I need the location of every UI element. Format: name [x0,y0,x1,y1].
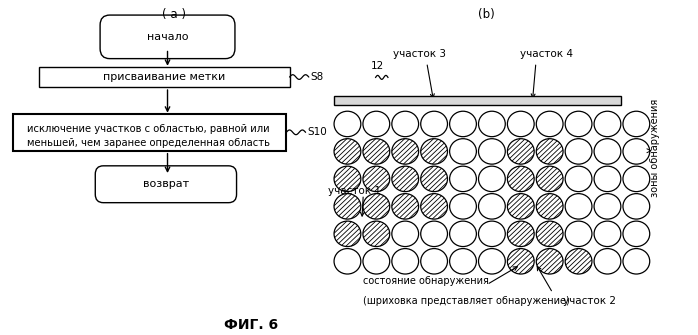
Text: участок 2: участок 2 [563,296,616,307]
Circle shape [479,249,505,274]
Circle shape [565,249,592,274]
Text: начало: начало [147,32,188,42]
Circle shape [421,139,447,164]
Text: участок 3: участок 3 [393,49,446,59]
Circle shape [334,249,361,274]
Circle shape [392,166,419,192]
Text: S10: S10 [307,127,327,137]
Circle shape [536,249,563,274]
Circle shape [594,139,621,164]
Circle shape [536,111,563,137]
Text: ( a ): ( a ) [162,8,186,21]
Circle shape [507,194,534,219]
Circle shape [392,221,419,247]
Circle shape [623,194,650,219]
Bar [13,114,286,151]
Circle shape [334,221,361,247]
Circle shape [363,139,389,164]
Circle shape [507,166,534,192]
Text: состояние обнаружения: состояние обнаружения [363,276,489,286]
Circle shape [421,194,447,219]
Circle shape [421,166,447,192]
Text: присваивание метки: присваивание метки [103,72,225,82]
Circle shape [507,139,534,164]
Circle shape [450,139,477,164]
Circle shape [450,221,477,247]
Circle shape [363,194,389,219]
Bar [334,96,621,105]
Circle shape [363,111,389,137]
Bar [39,67,290,87]
Circle shape [334,139,361,164]
Circle shape [479,111,505,137]
Circle shape [623,221,650,247]
Text: (b): (b) [478,8,495,21]
Circle shape [623,166,650,192]
Text: S8: S8 [311,72,324,82]
Text: меньшей, чем заранее определенная область: меньшей, чем заранее определенная област… [27,138,269,148]
Circle shape [565,221,592,247]
Circle shape [536,221,563,247]
Circle shape [623,249,650,274]
Circle shape [450,249,477,274]
Circle shape [536,194,563,219]
Circle shape [450,166,477,192]
Circle shape [623,111,650,137]
Circle shape [507,111,534,137]
Circle shape [594,111,621,137]
Circle shape [450,194,477,219]
Circle shape [565,111,592,137]
Circle shape [363,221,389,247]
Text: (шриховка представляет обнаружение): (шриховка представляет обнаружение) [363,296,570,307]
Circle shape [450,111,477,137]
Text: зоны обнаружения: зоны обнаружения [651,98,660,197]
Circle shape [334,194,361,219]
Circle shape [421,221,447,247]
Circle shape [392,111,419,137]
Text: ФИГ. 6: ФИГ. 6 [224,318,279,332]
Circle shape [536,166,563,192]
Text: участок 1: участок 1 [328,186,381,196]
Circle shape [479,139,505,164]
Circle shape [565,194,592,219]
Circle shape [334,111,361,137]
Circle shape [565,139,592,164]
Text: возврат: возврат [143,179,189,189]
Circle shape [421,111,447,137]
Circle shape [507,249,534,274]
Circle shape [479,221,505,247]
Circle shape [479,194,505,219]
Circle shape [363,166,389,192]
Circle shape [392,249,419,274]
Circle shape [334,166,361,192]
Circle shape [507,221,534,247]
Circle shape [363,249,389,274]
Circle shape [594,221,621,247]
Circle shape [392,139,419,164]
Circle shape [392,194,419,219]
Circle shape [421,249,447,274]
Circle shape [565,166,592,192]
Circle shape [623,139,650,164]
Text: участок 4: участок 4 [520,49,573,59]
Circle shape [594,194,621,219]
Circle shape [594,249,621,274]
Text: 12: 12 [371,61,384,71]
Text: исключение участков с областью, равной или: исключение участков с областью, равной и… [27,124,269,134]
Circle shape [536,139,563,164]
Circle shape [479,166,505,192]
Circle shape [594,166,621,192]
